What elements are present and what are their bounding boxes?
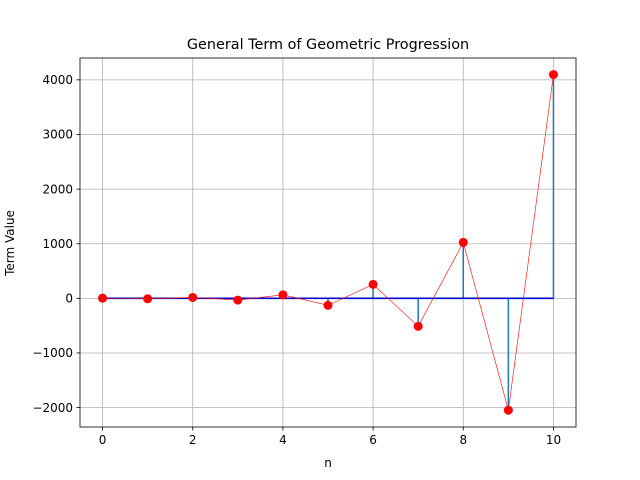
x-tick-label: 8 bbox=[459, 433, 467, 447]
data-point bbox=[188, 292, 198, 302]
y-tick-label: 3000 bbox=[42, 128, 73, 142]
data-point bbox=[143, 294, 153, 304]
y-tick-label: 2000 bbox=[42, 182, 73, 196]
data-point bbox=[233, 295, 243, 305]
x-tick-label: 2 bbox=[189, 433, 197, 447]
x-tick-label: 0 bbox=[99, 433, 107, 447]
x-tick-label: 4 bbox=[279, 433, 287, 447]
y-tick-label: 0 bbox=[65, 292, 73, 306]
x-tick-label: 10 bbox=[546, 433, 561, 447]
y-tick-label: 1000 bbox=[42, 237, 73, 251]
data-point bbox=[413, 321, 423, 331]
data-point bbox=[368, 279, 378, 289]
y-ticks: −2000 −1000 0 1000 2000 3000 4000 bbox=[32, 73, 80, 415]
data-point bbox=[323, 300, 333, 310]
y-tick-label: 4000 bbox=[42, 73, 73, 87]
x-axis-label: n bbox=[324, 456, 332, 470]
data-point bbox=[503, 405, 513, 415]
plot-frame bbox=[79, 57, 577, 428]
data-point bbox=[278, 290, 288, 300]
data-point bbox=[98, 293, 108, 303]
y-tick-label: −2000 bbox=[32, 401, 73, 415]
data-points bbox=[98, 70, 558, 415]
y-tick-label: −1000 bbox=[32, 346, 73, 360]
x-tick-label: 6 bbox=[369, 433, 377, 447]
data-point bbox=[458, 237, 468, 247]
x-ticks: 0 2 4 6 8 10 bbox=[99, 427, 561, 447]
data-point bbox=[548, 70, 558, 80]
chart-title: General Term of Geometric Progression bbox=[187, 37, 469, 53]
y-axis-label: Term Value bbox=[3, 210, 17, 277]
